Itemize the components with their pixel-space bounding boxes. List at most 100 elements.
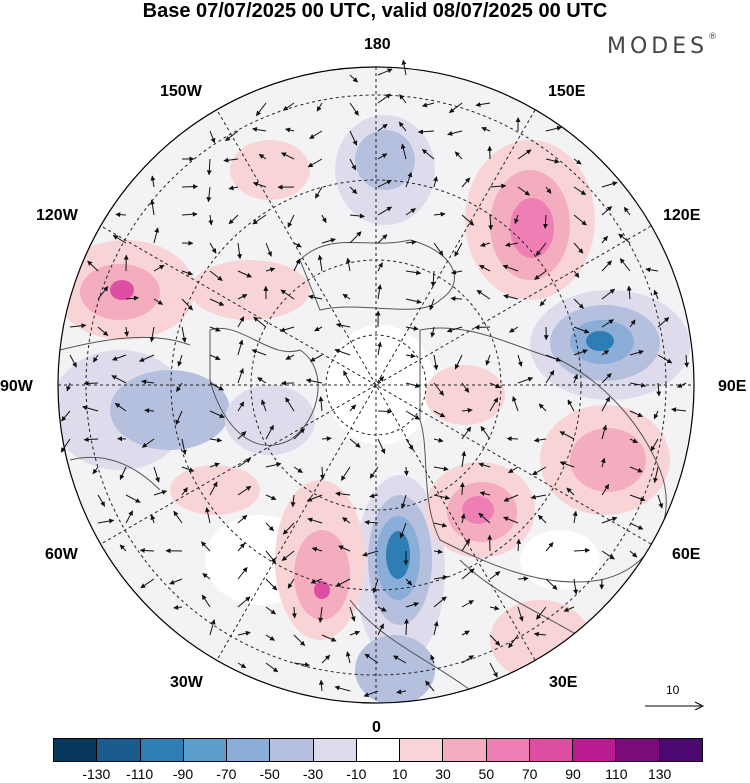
wind-arrow <box>314 186 323 199</box>
wind-arrow <box>369 493 379 499</box>
wind-arrow <box>310 578 323 584</box>
wind-arrow <box>451 269 463 275</box>
wind-arrow <box>503 294 519 300</box>
wind-arrow <box>345 651 351 664</box>
wind-arrow <box>206 186 212 203</box>
wind-arrow <box>209 242 217 254</box>
wind-arrow <box>318 606 324 623</box>
wind-arrow <box>405 410 421 420</box>
wind-arrow <box>461 538 471 552</box>
wind-arrow <box>559 461 575 468</box>
wind-arrow <box>377 123 388 132</box>
wind-arrow <box>92 354 99 363</box>
wind-arrow <box>318 396 324 412</box>
wind-arrow <box>601 550 615 560</box>
wind-arrow <box>364 653 379 664</box>
wind-arrow <box>349 213 365 219</box>
wind-arrow <box>265 662 279 673</box>
wind-arrow <box>480 425 491 440</box>
wind-arrow <box>623 206 631 216</box>
wind-arrow <box>291 606 297 619</box>
wind-arrow <box>433 574 449 580</box>
wind-arrow <box>629 494 646 502</box>
wind-arrow <box>475 102 491 108</box>
wind-arrow <box>377 93 392 104</box>
wind-arrow <box>509 326 519 333</box>
wind-arrow <box>225 130 239 142</box>
wind-arrow <box>181 326 187 343</box>
wind-arrow <box>398 121 407 132</box>
wind-arrow <box>545 186 552 194</box>
wind-arrow <box>342 517 351 524</box>
wind-arrow <box>405 298 422 304</box>
wind-arrow <box>153 298 164 305</box>
wind-arrow <box>601 206 613 216</box>
wind-arrow <box>517 576 529 582</box>
colorbar-cell <box>529 739 574 761</box>
wind-arrow <box>140 578 155 589</box>
colorbar-cell <box>97 739 141 761</box>
wind-arrow <box>265 522 274 532</box>
wind-arrow <box>349 630 361 636</box>
wind-arrow <box>335 491 351 497</box>
wind-arrow <box>377 438 386 454</box>
colorbar-cell <box>313 739 357 761</box>
colorbar-cell <box>54 739 98 761</box>
wind-arrow <box>454 354 463 370</box>
wind-arrow <box>657 317 670 328</box>
wind-arrow <box>573 186 587 196</box>
wind-arrow <box>545 158 560 164</box>
wind-arrow <box>421 149 435 160</box>
wind-arrow <box>567 399 575 412</box>
wind-arrow <box>97 518 115 524</box>
wind-arrow <box>399 94 407 104</box>
wind-arrow <box>153 466 160 483</box>
wind-arrow <box>307 517 323 524</box>
wind-arrow <box>181 211 198 217</box>
wind-arrow <box>334 685 351 692</box>
wind-arrow <box>82 405 99 412</box>
wind-arrow <box>459 482 465 496</box>
wind-arrow <box>125 510 134 524</box>
wind-arrow <box>534 270 547 280</box>
wind-arrow <box>489 571 501 580</box>
wind-arrow <box>83 437 99 443</box>
wind-arrow <box>671 407 687 413</box>
wind-arrow <box>566 487 575 496</box>
wind-arrow <box>629 438 638 444</box>
wind-arrow <box>281 550 295 561</box>
wind-arrow <box>573 214 587 226</box>
wind-arrow <box>293 466 303 474</box>
wind-arrow <box>237 567 248 580</box>
wind-arrow <box>372 578 379 594</box>
wind-arrow <box>573 270 580 278</box>
colorbar-cell <box>573 739 617 761</box>
wind-arrow <box>403 466 409 476</box>
wind-arrow <box>601 516 618 524</box>
wind-arrow <box>573 373 578 384</box>
wind-arrow <box>405 171 413 188</box>
wind-arrow <box>293 242 302 248</box>
colorbar-tick-label: -130 <box>82 766 111 782</box>
wind-arrow <box>209 462 220 468</box>
wind-arrow <box>285 354 295 360</box>
wind-arrow <box>433 354 439 371</box>
wind-arrow <box>405 602 420 608</box>
wind-arrow <box>364 519 379 525</box>
wind-arrow <box>535 242 547 256</box>
wind-arrow <box>573 242 584 254</box>
wind-arrow <box>433 437 444 443</box>
colorbar-tick-label: 130 <box>647 766 672 782</box>
wind-arrow <box>417 129 435 135</box>
wind-arrow <box>119 544 127 552</box>
wind-arrow <box>149 199 155 216</box>
wind-arrow <box>150 514 156 524</box>
wind-arrow <box>237 401 245 412</box>
wind-arrow <box>601 288 615 300</box>
wind-arrow <box>601 396 611 412</box>
wind-arrow <box>377 284 383 300</box>
wind-arrow <box>377 376 385 384</box>
wind-arrow <box>265 267 276 273</box>
wind-arrow <box>309 130 323 140</box>
wind-arrow <box>461 568 475 580</box>
